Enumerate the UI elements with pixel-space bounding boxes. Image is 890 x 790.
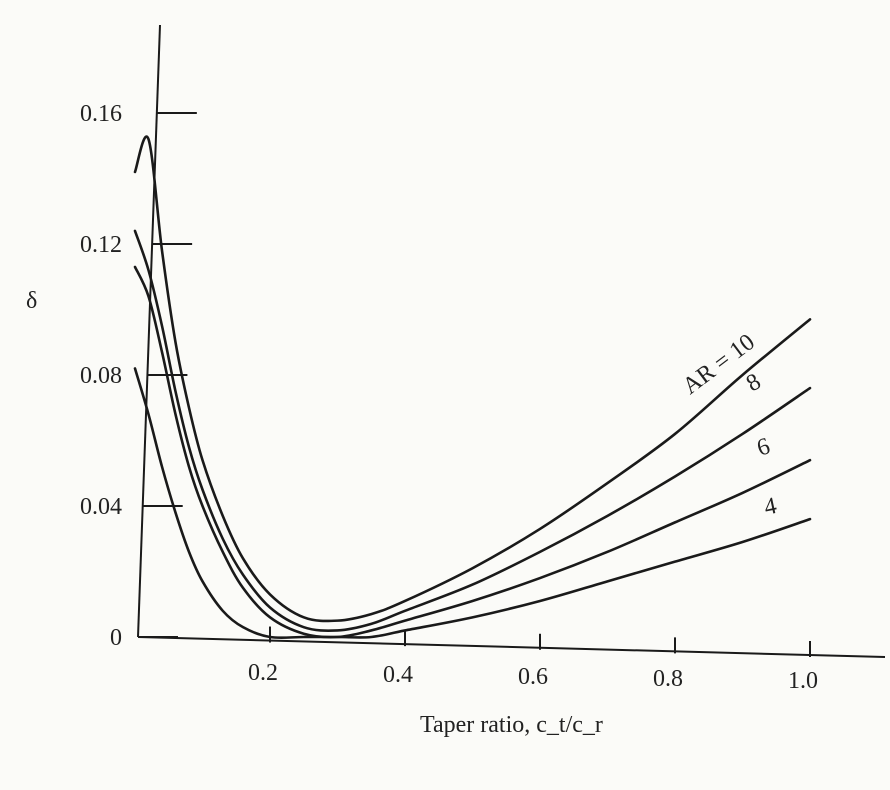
series-label: AR = 10 bbox=[678, 329, 760, 400]
x-axis bbox=[137, 636, 886, 658]
x-tick-label: 0.8 bbox=[653, 666, 683, 692]
y-tick-label: 0.12 bbox=[80, 232, 122, 258]
axes bbox=[137, 24, 886, 658]
x-tick-label: 1.0 bbox=[788, 668, 818, 694]
series-group: AR = 108 6 4 bbox=[133, 135, 812, 640]
x-axis-title: Taper ratio, c_t/c_r bbox=[420, 712, 603, 738]
series-label: 8 bbox=[742, 369, 765, 398]
y-tick-label: 0.16 bbox=[80, 101, 122, 127]
y-ticks: 0 0.04 0.08 0.12 0.16 bbox=[80, 101, 197, 651]
series-label: 6 bbox=[754, 433, 773, 461]
y-axis bbox=[137, 24, 161, 638]
series-line-1 bbox=[133, 229, 812, 633]
x-tick-label: 0.4 bbox=[383, 662, 413, 688]
series-line-2 bbox=[133, 265, 812, 639]
x-ticks: 0.2 0.4 0.6 0.8 1.0 bbox=[248, 626, 818, 694]
y-tick-label: 0 bbox=[110, 625, 122, 651]
y-tick-label: 0.08 bbox=[80, 363, 122, 389]
series-label: 4 bbox=[762, 493, 779, 521]
y-tick-label: 0.04 bbox=[80, 494, 122, 520]
x-tick-label: 0.6 bbox=[518, 664, 548, 690]
series-line-3 bbox=[133, 367, 812, 640]
y-axis-title: δ bbox=[26, 288, 37, 314]
x-tick-label: 0.2 bbox=[248, 660, 278, 686]
series-line-0 bbox=[133, 135, 812, 623]
